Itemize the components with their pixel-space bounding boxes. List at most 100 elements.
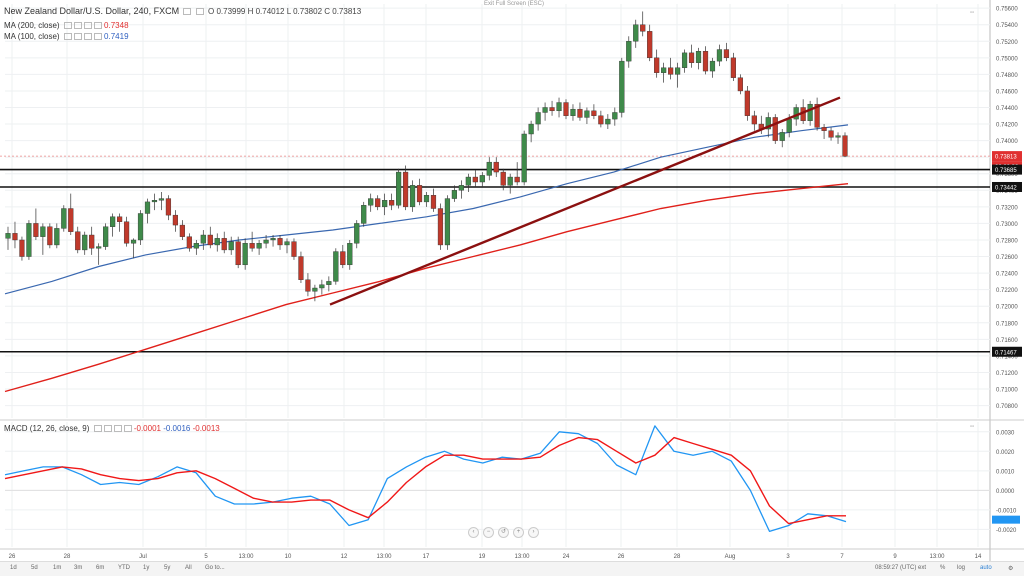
zoom-out-icon[interactable]: − xyxy=(483,527,494,538)
candle-up xyxy=(26,223,32,257)
period-5d[interactable]: 5d xyxy=(31,565,38,571)
candle-down xyxy=(305,279,311,292)
candle-up xyxy=(409,185,416,208)
candle-up xyxy=(54,228,60,246)
more-icon[interactable] xyxy=(93,33,102,41)
level-price-tag: 0.73442 xyxy=(995,185,1017,191)
candle-up xyxy=(5,233,11,239)
eye-icon[interactable] xyxy=(93,425,102,433)
gear-icon[interactable]: ⚙ xyxy=(1008,566,1014,572)
candle-up xyxy=(570,108,576,116)
price-tick-label: 0.74200 xyxy=(996,123,1018,129)
candle-up xyxy=(40,226,46,237)
goto-button[interactable]: Go to... xyxy=(205,565,225,571)
candle-down xyxy=(291,241,297,257)
candle-up xyxy=(612,112,618,120)
candle-down xyxy=(640,24,646,32)
candle-up xyxy=(284,241,290,246)
time-tick-label: 3 xyxy=(786,554,790,560)
exit-fullscreen-button[interactable]: Exit Full Screen (ESC) xyxy=(484,1,545,7)
reset-icon[interactable]: ↺ xyxy=(498,527,509,538)
option-log[interactable]: log xyxy=(957,565,966,571)
candle-up xyxy=(130,239,137,244)
candle-down xyxy=(493,161,499,173)
ma100-label: MA (100, close) xyxy=(4,32,60,41)
option-auto[interactable]: auto xyxy=(980,565,992,571)
time-tick-label: 14 xyxy=(975,554,982,560)
candle-up xyxy=(200,234,206,244)
candle-down xyxy=(577,108,583,118)
price-tick-label: 0.73200 xyxy=(996,205,1018,211)
ma100-value: 0.7419 xyxy=(104,32,129,41)
eye-icon[interactable] xyxy=(63,22,72,30)
close-icon[interactable] xyxy=(113,425,122,433)
candle-up xyxy=(479,175,485,183)
candle-up xyxy=(535,112,541,125)
ma200-line xyxy=(4,183,849,393)
option-percent[interactable]: % xyxy=(940,565,946,571)
period-1d[interactable]: 1d xyxy=(10,565,17,571)
candle-up xyxy=(528,123,534,135)
time-tick-label: 26 xyxy=(9,554,16,560)
eye-icon[interactable] xyxy=(63,33,72,41)
period-1m[interactable]: 1m xyxy=(53,565,62,571)
pane-maximize-icon[interactable]: ▫▫ xyxy=(970,10,975,16)
candle-up xyxy=(347,243,353,266)
time-tick-label: 24 xyxy=(563,554,570,560)
period-3m[interactable]: 3m xyxy=(74,565,83,571)
gear-icon[interactable] xyxy=(103,425,112,433)
gear-icon[interactable] xyxy=(73,22,82,30)
price-tick-label: 0.72200 xyxy=(996,288,1018,294)
settings-icon[interactable] xyxy=(183,8,192,16)
macd-pane-maximize-icon[interactable]: ▫▫ xyxy=(970,424,975,430)
candle-up xyxy=(96,246,102,249)
period-6m[interactable]: 6m xyxy=(96,565,105,571)
candle-up xyxy=(465,176,471,186)
period-ytd[interactable]: YTD xyxy=(118,565,130,571)
candle-up xyxy=(158,198,165,201)
time-tick-label: 12 xyxy=(341,554,348,560)
candle-down xyxy=(221,238,227,251)
scroll-right-icon[interactable]: › xyxy=(528,527,539,538)
more-icon[interactable] xyxy=(123,425,132,433)
candle-down xyxy=(416,185,423,203)
close-icon[interactable] xyxy=(83,33,92,41)
candle-up xyxy=(368,198,374,206)
macd-tick-label: 0.0010 xyxy=(996,469,1015,475)
level-price-tag-bg xyxy=(992,346,1022,357)
candle-up xyxy=(786,118,792,133)
gear-icon[interactable] xyxy=(73,33,82,41)
candle-down xyxy=(68,208,74,232)
price-tick-label: 0.71600 xyxy=(996,338,1018,344)
candle-down xyxy=(249,243,255,249)
macd-value-tag-bg xyxy=(992,515,1020,524)
candle-down xyxy=(75,231,81,251)
period-all[interactable]: All xyxy=(185,565,192,571)
period-5y[interactable]: 5y xyxy=(164,565,171,571)
option-ext[interactable]: ext xyxy=(918,565,927,571)
ma200-label: MA (200, close) xyxy=(4,21,60,30)
candle-down xyxy=(591,110,597,116)
more-icon[interactable] xyxy=(93,22,102,30)
time-tick-label: Aug xyxy=(725,554,736,560)
scroll-left-icon[interactable]: ‹ xyxy=(468,527,479,538)
price-tick-label: 0.70800 xyxy=(996,404,1018,410)
close-icon[interactable] xyxy=(83,22,92,30)
candle-down xyxy=(437,208,444,246)
eye-icon[interactable] xyxy=(195,8,204,16)
candle-up xyxy=(605,118,611,125)
candle-up xyxy=(584,110,590,118)
candle-up xyxy=(521,133,527,183)
period-1y[interactable]: 1y xyxy=(143,565,150,571)
price-tick-label: 0.71200 xyxy=(996,371,1018,377)
time-tick-label: 13:00 xyxy=(238,554,254,560)
candle-up xyxy=(709,60,716,72)
zoom-in-icon[interactable]: + xyxy=(513,527,524,538)
candle-up xyxy=(228,241,234,251)
candle-up xyxy=(263,239,269,244)
price-tick-label: 0.75400 xyxy=(996,23,1018,29)
candle-up xyxy=(458,185,464,191)
